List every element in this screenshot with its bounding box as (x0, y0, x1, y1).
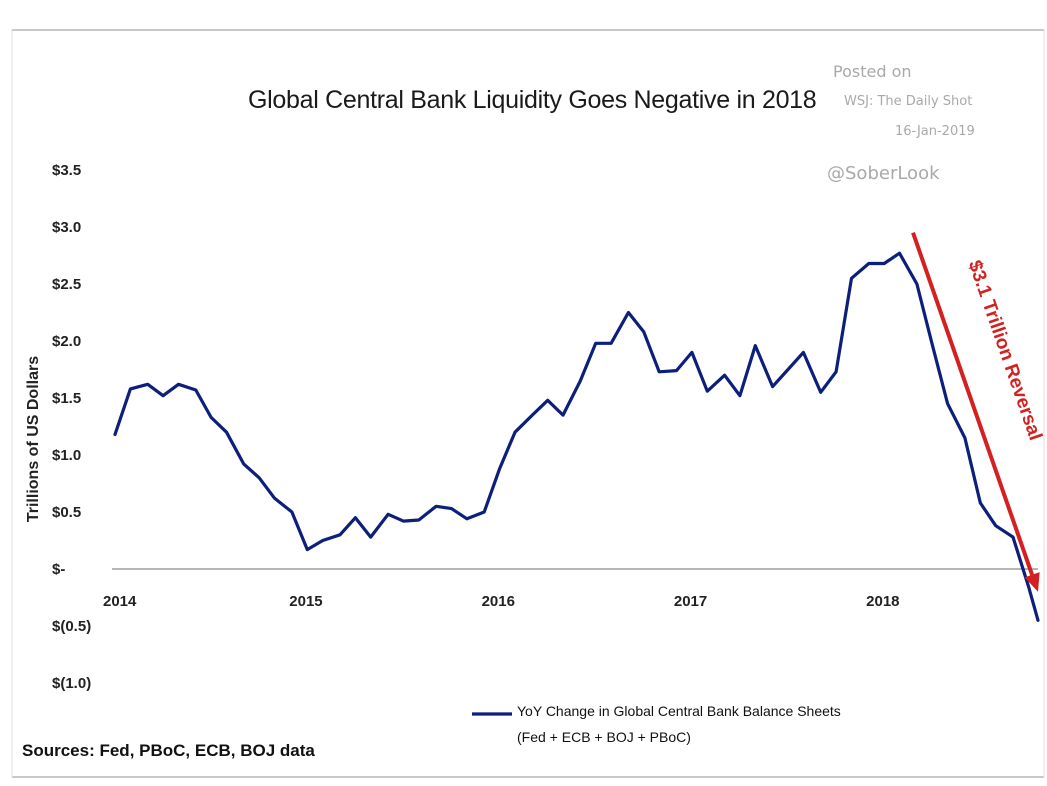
x-tick-label: 2016 (482, 593, 515, 610)
reversal-arrow-shaft (911, 232, 1034, 576)
y-tick-label: $0.5 (52, 504, 81, 521)
watermark-posted-on: Posted on (833, 62, 912, 81)
y-tick-label: $2.0 (52, 333, 81, 350)
sources-note: Sources: Fed, PBoC, ECB, BOJ data (22, 741, 315, 760)
y-tick-label: $(0.5) (52, 618, 91, 635)
axes-group: $3.5 $3.0 $2.5 $2.0 $1.5 $1.0 $0.5 $- $(0.5) $(1.… (52, 162, 1038, 692)
x-tick-label: 2015 (289, 593, 322, 610)
reversal-arrow-head (1024, 572, 1040, 592)
y-tick-label: $3.5 (52, 162, 81, 179)
legend-series-name: YoY Change in Global Central Bank Balanc… (517, 703, 841, 719)
x-tick-label: 2018 (866, 593, 899, 610)
chart-title: Global Central Bank Liquidity Goes Negat… (248, 86, 817, 114)
series-group (113, 251, 1040, 622)
x-tick-label: 2017 (674, 593, 707, 610)
annotation-group: $3.1 Trillion Reversal (911, 232, 1046, 592)
series-line (113, 251, 1040, 622)
y-tick-label: $(1.0) (52, 675, 91, 692)
watermark-source: WSJ: The Daily Shot (844, 94, 973, 109)
y-tick-label: $1.0 (52, 447, 81, 464)
y-tick-label: $1.5 (52, 390, 81, 407)
x-tick-label: 2014 (103, 593, 137, 610)
y-tick-label: $2.5 (52, 276, 81, 293)
legend-series-subtitle: (Fed + ECB + BOJ + PBoC) (517, 729, 691, 745)
watermark-handle: @SoberLook (827, 163, 940, 184)
y-tick-label: $- (52, 561, 65, 578)
y-tick-label: $3.0 (52, 219, 81, 236)
y-axis-label: Trillions of US Dollars (25, 355, 42, 523)
watermark-date: 16-Jan-2019 (895, 124, 975, 139)
